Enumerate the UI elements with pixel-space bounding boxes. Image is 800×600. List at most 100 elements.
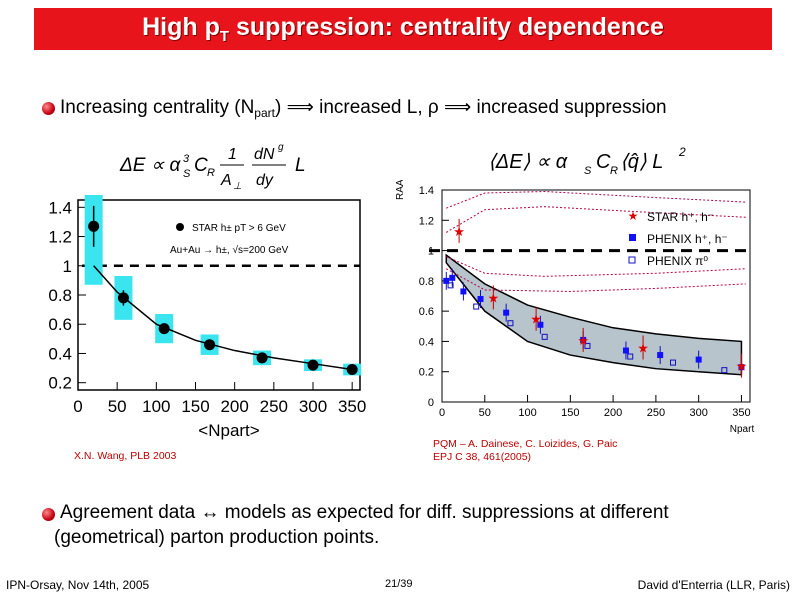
right-star-point: ★	[530, 312, 542, 327]
left-x-tick-label: 350	[338, 397, 366, 416]
right-y-tick-label: 0	[428, 397, 434, 409]
svg-text:C: C	[596, 151, 611, 173]
right-phenix-h-point	[657, 352, 664, 359]
svg-text:C: C	[194, 155, 208, 176]
left-x-tick-label: 50	[108, 397, 127, 416]
right-phenix-h-point	[449, 274, 456, 281]
footer-author: David d'Enterria (LLR, Paris)	[637, 578, 790, 592]
svg-text:g: g	[278, 142, 284, 153]
left-data-point	[158, 323, 170, 335]
right-y-tick-label: 0.2	[419, 367, 434, 379]
left-data-point	[307, 359, 319, 371]
left-x-tick-label: 0	[73, 397, 82, 416]
left-legend-marker	[176, 223, 184, 231]
left-x-axis-label: <Npart>	[198, 421, 259, 440]
right-phenix-h-point	[695, 356, 702, 363]
left-data-point	[346, 364, 358, 376]
right-x-tick-label: 350	[732, 407, 750, 419]
left-x-tick-label: 100	[142, 397, 170, 416]
svg-text:R: R	[207, 167, 215, 179]
footer-page-number: 21/39	[385, 578, 413, 590]
left-y-tick-label: 1	[63, 257, 72, 276]
svg-text:S: S	[584, 165, 592, 177]
right-x-tick-label: 300	[689, 407, 707, 419]
right-legend-phenix-pi0-marker	[628, 256, 636, 264]
right-legend-star: STAR h⁺, h⁻	[647, 210, 714, 224]
left-y-tick-label: 1.4	[48, 198, 72, 217]
left-x-tick-label: 300	[299, 397, 327, 416]
right-legend-star-marker: ★	[628, 209, 639, 223]
left-legend-2: Au+Au → h±, √s=200 GeV	[170, 244, 289, 256]
svg-text:dN: dN	[254, 146, 275, 163]
svg-text:3: 3	[183, 153, 190, 165]
title-subscript: T	[219, 28, 230, 45]
footer-venue: IPN-Orsay, Nov 14th, 2005	[6, 578, 150, 592]
right-plot: 00.20.40.60.811.21.405010015020025030035…	[395, 180, 755, 435]
bullet-2-line-1: Agreement data ↔ models as expected for …	[60, 502, 669, 523]
right-phenix-pi0-point	[627, 353, 634, 360]
bullet-2-line-2: (geometrical) parton production points.	[54, 527, 380, 548]
right-star-point: ★	[577, 333, 589, 348]
svg-text:⟨q̂⟩ L: ⟨q̂⟩ L	[620, 151, 663, 173]
svg-text:S: S	[183, 168, 191, 180]
right-y-axis-label: RAA	[395, 180, 406, 200]
right-y-tick-label: 1.4	[419, 185, 434, 197]
right-y-tick-label: 0.8	[419, 276, 434, 288]
svg-text:1: 1	[228, 146, 237, 163]
right-phenix-pi0-point	[584, 342, 591, 349]
right-phenix-h-point	[477, 296, 484, 303]
left-y-tick-label: 0.2	[48, 374, 72, 393]
right-envelope-curve	[446, 191, 746, 209]
right-phenix-h-point	[537, 321, 544, 328]
bullet-icon	[42, 102, 55, 115]
left-x-tick-label: 200	[220, 397, 248, 416]
title-text-rest: suppression: centrality dependence	[229, 13, 664, 41]
bullet-icon-2	[42, 508, 55, 521]
right-y-tick-label: 0.4	[419, 336, 434, 348]
right-phenix-pi0-point	[507, 320, 514, 327]
bullet-1-text: Increasing centrality (Npart) ⟹ increase…	[60, 97, 667, 120]
right-legend-phenix-h: PHENIX h⁺, h⁻	[647, 232, 728, 246]
left-plot-credit: X.N. Wang, PLB 2003	[74, 450, 177, 462]
svg-text:L: L	[295, 155, 306, 176]
right-x-tick-label: 200	[604, 407, 622, 419]
right-phenix-h-point	[622, 347, 629, 354]
left-data-point	[204, 339, 216, 351]
right-star-point: ★	[488, 291, 500, 306]
svg-text:⊥: ⊥	[233, 181, 242, 192]
right-x-tick-label: 100	[518, 407, 536, 419]
right-phenix-h-point	[503, 309, 510, 316]
right-plot-credit-2: EPJ C 38, 461(2005)	[433, 451, 532, 463]
left-y-tick-label: 0.6	[48, 315, 72, 334]
left-data-point	[117, 292, 129, 304]
right-phenix-pi0-point	[670, 359, 676, 366]
right-x-tick-label: 50	[479, 407, 491, 419]
left-data-point	[88, 220, 100, 232]
right-x-axis-label: Npart	[730, 424, 755, 435]
left-legend-1: STAR h± pT > 6 GeV	[192, 223, 286, 234]
title-text: High p	[142, 13, 220, 41]
right-phenix-pi0-point	[447, 282, 454, 289]
svg-text:A: A	[220, 172, 232, 189]
left-data-point	[256, 352, 268, 364]
right-legend-phenix-pi0: PHENIX π⁰	[647, 254, 708, 268]
right-star-point: ★	[453, 224, 465, 239]
svg-text:2: 2	[678, 145, 686, 159]
slide-title: High pT suppression: centrality dependen…	[34, 8, 772, 50]
right-x-tick-label: 150	[561, 407, 579, 419]
right-phenix-h-point	[460, 288, 467, 295]
right-phenix-h-point	[443, 277, 450, 284]
right-star-point: ★	[736, 359, 748, 374]
left-x-tick-label: 150	[181, 397, 209, 416]
svg-text:dy: dy	[256, 172, 274, 189]
right-y-tick-label: 1.2	[419, 215, 434, 227]
svg-text:⟨ΔE⟩ ∝ α: ⟨ΔE⟩ ∝ α	[488, 151, 568, 173]
left-y-tick-label: 1.2	[48, 228, 72, 247]
right-plot-frame	[441, 189, 751, 403]
right-x-tick-label: 250	[647, 407, 665, 419]
left-x-tick-label: 250	[260, 397, 288, 416]
left-y-tick-label: 0.4	[48, 344, 72, 363]
svg-text:R: R	[610, 165, 618, 177]
left-plot: 0.2 0.4 0.6 0.8 1 1.2 1.4 0 50 100 150 200 250 300 350…	[30, 195, 375, 445]
svg-text:ΔE ∝ α: ΔE ∝ α	[119, 155, 182, 176]
